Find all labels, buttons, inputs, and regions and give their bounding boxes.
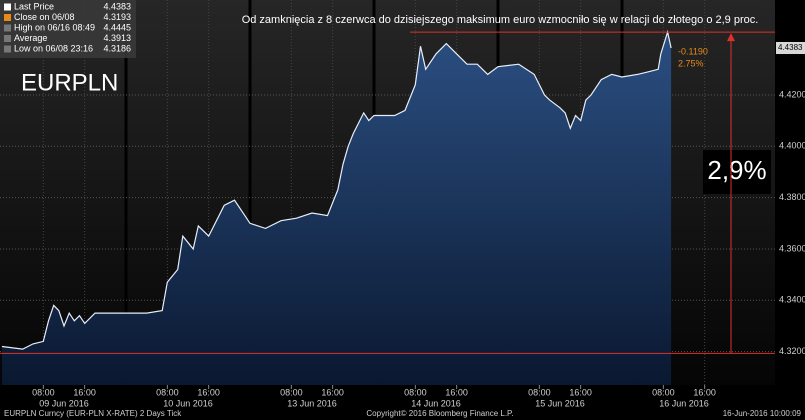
- x-tick-label: 16:00: [73, 387, 96, 397]
- x-day-label: 14 Jun 2016: [411, 398, 461, 408]
- area: [2, 32, 672, 385]
- change-pct-label: 2.75%: [678, 58, 704, 68]
- legend-label: Low on 06/08 23:16: [14, 43, 93, 53]
- footer-left: EURPLN Curncy (EUR-PLN X-RATE) 2 Days Ti…: [4, 409, 182, 418]
- annotation: Od zamknięcia z 8 czerwca do dzisiejszeg…: [242, 14, 759, 26]
- x-tick-label: 08:00: [404, 387, 427, 397]
- x-tick-label: 08:00: [32, 387, 55, 397]
- legend-value: 4.4445: [103, 22, 131, 32]
- x-tick-label: 16:00: [445, 387, 468, 397]
- footer-center: Copyright© 2016 Bloomberg Finance L.P.: [366, 409, 513, 418]
- legend-swatch: [4, 3, 11, 11]
- move-label: 2,9%: [707, 155, 766, 185]
- legend-label: Average: [14, 33, 47, 43]
- legend-label: Last Price: [14, 1, 54, 11]
- y-tick-label: 4.4200: [779, 89, 805, 99]
- x-tick-label: 16:00: [321, 387, 344, 397]
- change-label: -0.1190: [678, 46, 708, 56]
- legend-swatch: [4, 45, 11, 53]
- x-tick-label: 08:00: [652, 387, 675, 397]
- move-box: [703, 150, 771, 194]
- legend-value: 4.4383: [103, 1, 131, 11]
- y-tick-label: 4.3400: [779, 295, 805, 305]
- x-tick-label: 16:00: [693, 387, 716, 397]
- y-tick-label: 4.3600: [779, 243, 805, 253]
- legend-swatch: [4, 24, 11, 32]
- last-price-box: [776, 41, 805, 54]
- x-tick-label: 08:00: [280, 387, 303, 397]
- y-tick-label: 4.3800: [779, 192, 805, 202]
- legend-value: 4.3193: [103, 12, 131, 22]
- legend-swatch: [4, 14, 11, 21]
- x-tick-label: 16:00: [569, 387, 592, 397]
- last-price-label: 4.4383: [778, 43, 803, 52]
- footer-right: 16-Jun-2016 10:00:09: [723, 409, 802, 418]
- x-day-label: 09 Jun 2016: [39, 398, 89, 408]
- legend-swatch: [4, 35, 11, 42]
- y-tick-label: 4.3200: [779, 346, 805, 356]
- price-line: [1, 29, 672, 350]
- legend-value: 4.3186: [103, 43, 131, 53]
- y-tick-label: 4.4000: [779, 141, 805, 151]
- x-day-label: 16 Jun 2016: [659, 398, 709, 408]
- legend-label: Close on 06/08: [14, 12, 75, 22]
- x-tick-label: 08:00: [156, 387, 179, 397]
- arrow-head: [727, 33, 735, 42]
- x-tick-label: 08:00: [528, 387, 551, 397]
- x-day-label: 13 Jun 2016: [287, 398, 337, 408]
- x-day-label: 15 Jun 2016: [535, 398, 585, 408]
- chart-title: EURPLN: [21, 69, 118, 96]
- legend-box: [0, 0, 136, 58]
- legend-label: High on 06/16 08:49: [14, 22, 95, 32]
- x-day-label: 10 Jun 2016: [163, 398, 213, 408]
- legend-value: 4.3913: [103, 33, 131, 43]
- x-tick-label: 16:00: [197, 387, 220, 397]
